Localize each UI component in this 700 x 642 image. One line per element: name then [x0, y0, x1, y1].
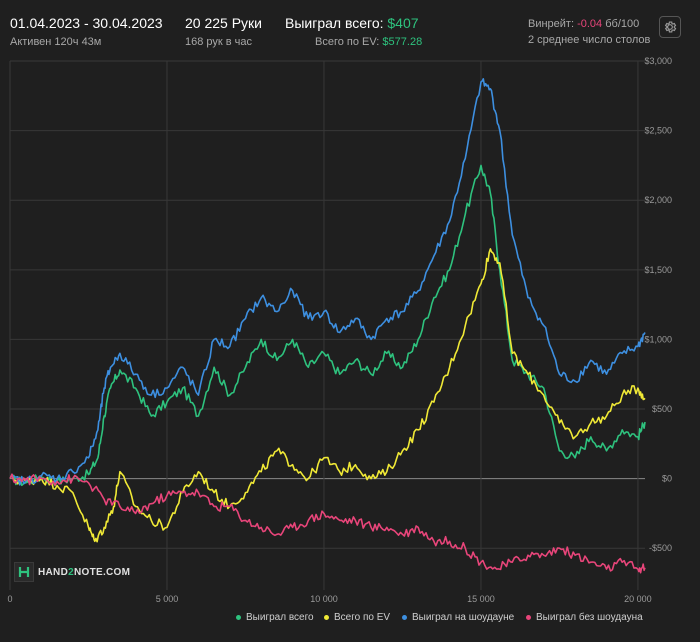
series-line-won-total [9, 164, 646, 487]
series-line-ev [9, 248, 646, 543]
won-total: Выиграл всего: $407 [285, 15, 419, 31]
winrate-value: -0.04 [577, 18, 603, 30]
hands-per-hour: 168 рук в час [185, 36, 253, 48]
y-tick-label: $500 [652, 404, 672, 414]
y-tick-label: $3,000 [644, 56, 672, 66]
legend-dot [402, 614, 407, 620]
x-tick-label: 5 000 [156, 594, 179, 604]
winrate-unit: бб/100 [605, 18, 640, 30]
y-tick-label: $0 [662, 474, 672, 484]
x-tick-label: 0 [7, 594, 12, 604]
logo-icon [14, 562, 34, 582]
logo-text: HAND2NOTE.COM [38, 566, 131, 578]
series-line-showdown [9, 78, 646, 486]
legend-dot [236, 614, 241, 620]
chart-grid [9, 60, 645, 590]
profit-chart: -$500 $0 $500 $1,000 $1,500 $2,000 $2,500 $3,00… [7, 56, 672, 604]
series-line-non-showdown [9, 473, 646, 574]
date-range: 01.04.2023 - 30.04.2023 [10, 15, 163, 31]
legend-dot [526, 614, 531, 620]
x-tick-label: 20 000 [624, 594, 652, 604]
won-total-value: $407 [387, 15, 419, 31]
y-tick-label: $2,500 [644, 126, 672, 136]
winrate-label: Винрейт: [528, 18, 575, 30]
y-tick-label: $2,000 [644, 195, 672, 205]
gear-icon [664, 21, 677, 33]
active-time: Активен 120ч 43м [10, 36, 102, 48]
ev-label: Всего по EV: [315, 36, 380, 48]
x-tick-label: 10 000 [310, 594, 338, 604]
chart-series [9, 78, 646, 574]
won-total-label: Выиграл всего: [285, 15, 384, 31]
stats-header: 01.04.2023 - 30.04.2023 Активен 120ч 43м… [0, 0, 700, 56]
legend-item-showdown[interactable]: Выиграл на шоудауне [402, 612, 514, 623]
legend-item-ev[interactable]: Всего по EV [324, 612, 390, 623]
y-tick-label: $1,500 [644, 265, 672, 275]
chart-axes: -$500 $0 $500 $1,000 $1,500 $2,000 $2,500 $3,00… [7, 56, 672, 604]
legend-item-won-total[interactable]: Выиграл всего [236, 612, 314, 623]
winrate: Винрейт: -0.04 бб/100 [528, 18, 639, 30]
legend-item-non-showdown[interactable]: Выиграл без шоудауна [526, 612, 643, 623]
hand2note-logo: HAND2NOTE.COM [14, 562, 130, 582]
settings-gear-icon[interactable] [659, 16, 681, 38]
ev-total: Всего по EV: $577.28 [315, 36, 422, 48]
legend-dot [324, 614, 329, 620]
x-tick-label: 15 000 [467, 594, 495, 604]
y-tick-label: -$500 [649, 543, 672, 553]
y-tick-label: $1,000 [644, 334, 672, 344]
ev-value: $577.28 [382, 36, 423, 48]
hands-count: 20 225 Руки [185, 15, 262, 31]
avg-tables: 2 среднее число столов [528, 34, 651, 46]
